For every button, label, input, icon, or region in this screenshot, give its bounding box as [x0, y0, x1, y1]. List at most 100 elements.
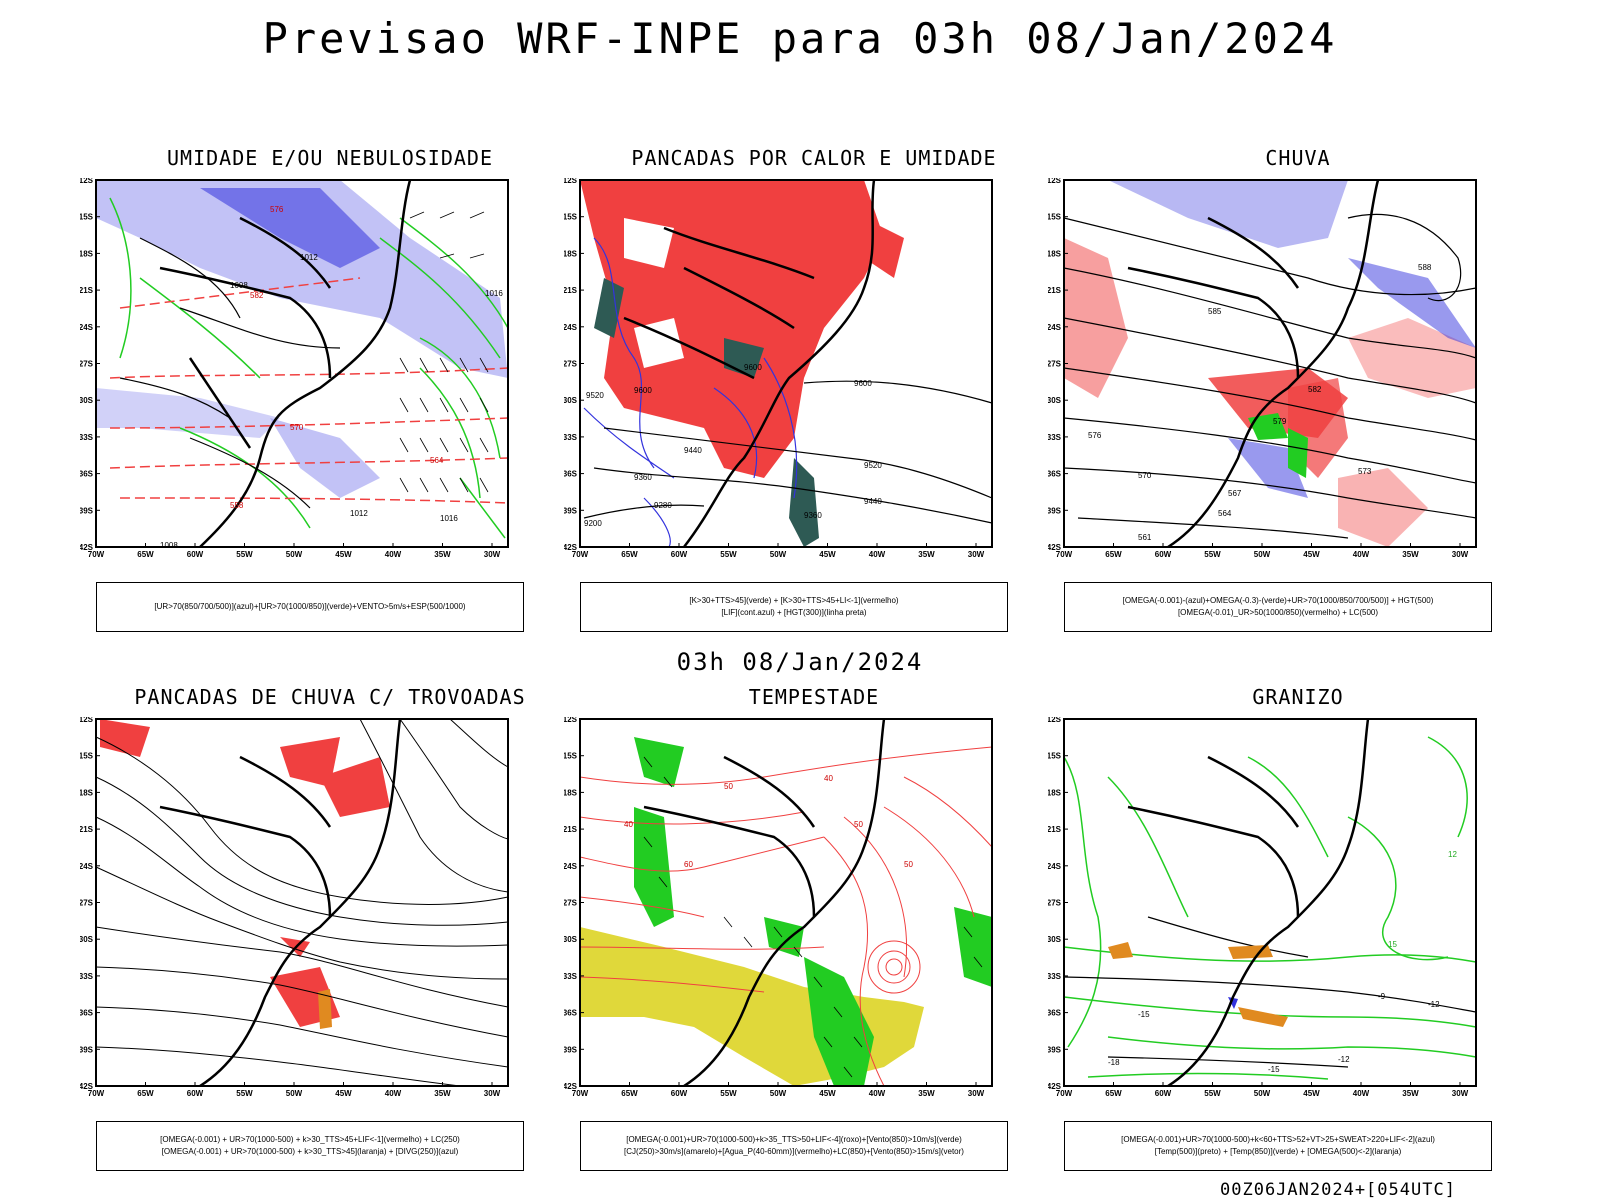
lat-label: 24S — [564, 323, 578, 332]
lat-label: 33S — [564, 972, 578, 981]
contour-label: 9600 — [854, 379, 872, 388]
lat-label: 39S — [1048, 1045, 1062, 1054]
contour-label: -12 — [1338, 1055, 1350, 1064]
lat-label: 27S — [564, 360, 578, 369]
lon-label: 40W — [1353, 550, 1370, 559]
lon-label: 65W — [621, 1089, 638, 1098]
lat-label: 42S — [80, 1082, 94, 1091]
lat-label: 30S — [564, 935, 578, 944]
lon-label: 40W — [869, 1089, 886, 1098]
legend-line: [CJ(250)>30m/s](amarelo)+[Agua_P(40-60mm… — [624, 1147, 964, 1156]
panel-legend: [K>30+TTS>45](verde) + [K>30+TTS>45+LI<-… — [580, 582, 1008, 632]
panel-title: UMIDADE E/OU NEBULOSIDADE — [166, 146, 494, 170]
lat-label: 42S — [1048, 1082, 1062, 1091]
lat-label: 36S — [564, 1009, 578, 1018]
map-trovoadas: 12S 15S 18S 21S 24S 27S 30S 33S 36S 39S 42S 70W 65W… — [80, 717, 509, 1098]
contour-label: 50 — [724, 782, 733, 791]
contour-label: -12 — [1428, 1000, 1440, 1009]
lat-label: 18S — [1048, 249, 1062, 258]
lat-label: 15S — [1048, 752, 1062, 761]
lat-label: 30S — [564, 396, 578, 405]
map-tempestade: 50 40 60 50 40 50 12S 15S 18S 21S 24S 27S 30S 3… — [564, 717, 993, 1098]
contour-label: 9440 — [864, 497, 882, 506]
contour-label: 1012 — [350, 509, 368, 518]
contour-label: 15 — [1388, 940, 1397, 949]
contour-label: 50 — [854, 820, 863, 829]
contour-label: 9600 — [634, 386, 652, 395]
legend-line: [OMEGA(-0.01)_UR>50(1000/850)(vermelho) … — [1177, 608, 1379, 617]
lat-label: 36S — [1048, 1009, 1062, 1018]
lon-label: 55W — [1204, 1089, 1221, 1098]
lon-label: 30W — [1452, 550, 1469, 559]
panel-legend: [OMEGA(-0.001)+UR>70(1000-500)+k<60+TTS>… — [1064, 1121, 1492, 1171]
dark-teal-area — [594, 278, 624, 338]
lat-label: 12S — [564, 178, 578, 185]
lon-label: 70W — [88, 550, 105, 559]
orange-omega-area-2 — [1228, 945, 1273, 959]
lat-label: 39S — [80, 506, 94, 515]
green-rain-area — [1248, 413, 1288, 440]
red-rain-area-5 — [1338, 468, 1428, 547]
legend-line: [OMEGA(-0.001) + UR>70(1000-500) + k>30_… — [160, 1135, 460, 1144]
red-rain-area-3 — [1348, 318, 1476, 398]
contour-label: 1008 — [160, 541, 178, 550]
contour-label: 576 — [270, 205, 284, 214]
lat-label: 42S — [564, 543, 578, 552]
lon-label: 45W — [1303, 1089, 1320, 1098]
contour-label: 588 — [1418, 263, 1432, 272]
lat-label: 39S — [564, 506, 578, 515]
lat-label: 30S — [1048, 935, 1062, 944]
lat-label: 39S — [80, 1045, 94, 1054]
lon-label: 65W — [1105, 550, 1122, 559]
lon-label: 60W — [187, 550, 204, 559]
lon-label: 50W — [770, 1089, 787, 1098]
lat-label: 24S — [1048, 862, 1062, 871]
lon-label: 35W — [918, 1089, 935, 1098]
contour-label: 582 — [1308, 385, 1322, 394]
lat-label: 30S — [80, 935, 94, 944]
lon-label: 50W — [286, 1089, 303, 1098]
lat-label: 27S — [1048, 899, 1062, 908]
blue-humidity-area — [200, 188, 380, 268]
panel-title: TEMPESTADE — [748, 685, 880, 709]
lat-label: 12S — [1048, 178, 1062, 185]
contour-label: 1016 — [440, 514, 458, 523]
panel-granizo: GRANIZO -15 -12 -15 -18 -12 — [1048, 685, 1548, 1171]
contour-label: 60 — [684, 860, 693, 869]
contour-label: 40 — [624, 820, 633, 829]
contour-label: 561 — [1138, 533, 1152, 542]
lat-label: 18S — [564, 249, 578, 258]
lon-label: 35W — [1402, 1089, 1419, 1098]
run-timestamp: 00Z06JAN2024+[054UTC] — [1220, 1180, 1456, 1200]
lon-label: 60W — [671, 550, 688, 559]
green-wind-area-4 — [954, 907, 992, 987]
contour-label: 1016 — [485, 289, 503, 298]
lon-label: 55W — [1204, 550, 1221, 559]
map-pancadas-calor: 9600 9520 9600 9440 9360 9520 9440 9200 … — [564, 178, 993, 559]
lat-label: 42S — [564, 1082, 578, 1091]
lavender-humidity-area-2 — [270, 418, 380, 498]
lon-label: 35W — [434, 1089, 451, 1098]
lat-label: 21S — [564, 825, 578, 834]
lon-label: 50W — [1254, 550, 1271, 559]
lon-label: 65W — [137, 1089, 154, 1098]
lat-label: 36S — [1048, 470, 1062, 479]
mid-title: 03h 08/Jan/2024 — [676, 648, 924, 676]
legend-line: [Temp(500)](preto) + [Temp(850)](verde) … — [1154, 1147, 1402, 1156]
lon-label: 30W — [484, 1089, 501, 1098]
lon-label: 45W — [819, 550, 836, 559]
lat-label: 12S — [80, 717, 94, 724]
lon-label: 35W — [434, 550, 451, 559]
lat-label: 18S — [564, 788, 578, 797]
lon-label: 40W — [385, 1089, 402, 1098]
lat-label: 27S — [564, 899, 578, 908]
lat-label: 33S — [1048, 972, 1062, 981]
lat-label: 21S — [1048, 286, 1062, 295]
white-gap — [634, 318, 684, 368]
lon-label: 65W — [1105, 1089, 1122, 1098]
contour-label: 12 — [1448, 850, 1457, 859]
lon-label: 60W — [187, 1089, 204, 1098]
lon-label: 55W — [236, 550, 253, 559]
red-storm-area — [100, 719, 150, 757]
lon-label: 60W — [671, 1089, 688, 1098]
